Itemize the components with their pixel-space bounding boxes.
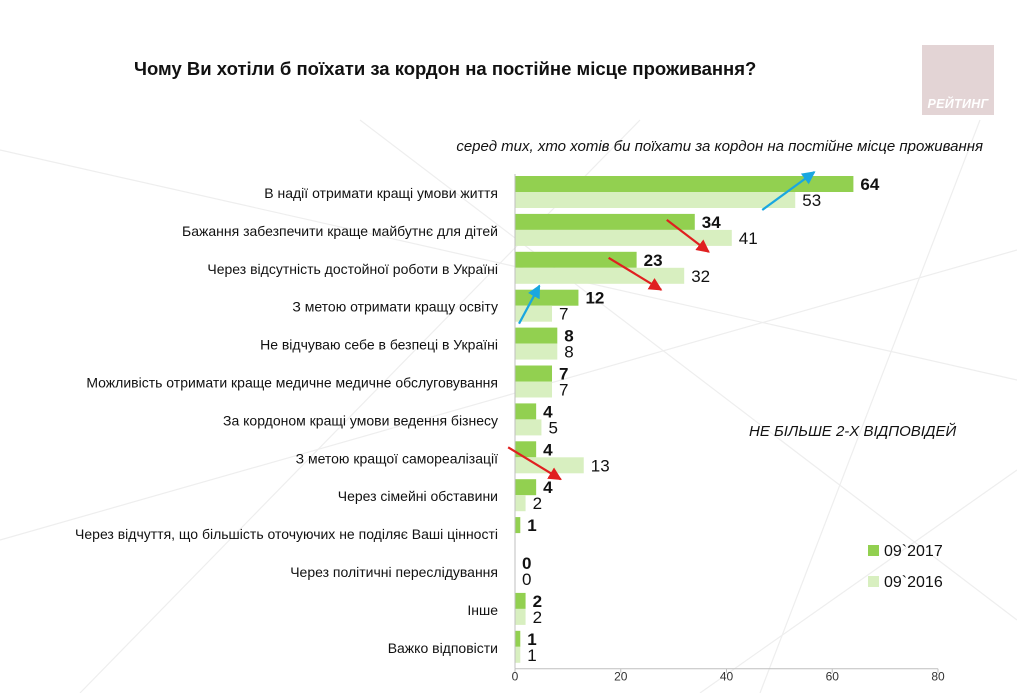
bar-2017: [515, 251, 637, 268]
bar-2016: [515, 495, 526, 512]
bar-2017: [515, 365, 553, 382]
bar-2017: [515, 592, 526, 609]
value-label-2016: 7: [559, 381, 568, 400]
value-label-2016: 8: [564, 343, 573, 362]
value-label-2016: 5: [548, 418, 557, 437]
brand-logo: РЕЙТИНГ: [922, 45, 994, 115]
bar-2016: [515, 192, 796, 208]
bar-2016: [515, 457, 584, 474]
x-tick-label: 40: [720, 670, 734, 684]
bar-2017: [515, 176, 854, 192]
value-label-2017: 8: [564, 327, 573, 346]
category-label: Через відсутність достойної роботи в Укр…: [207, 261, 498, 277]
value-label-2017: 34: [702, 213, 721, 232]
category-label: З метою кращої самореалізації: [296, 450, 499, 466]
value-label-2016: 1: [527, 646, 536, 665]
bar-2016: [515, 267, 685, 284]
category-label: Інше: [467, 602, 498, 618]
bar-2017: [515, 403, 537, 420]
category-label: Важко відповісти: [388, 640, 498, 656]
bar-2016: [515, 419, 542, 436]
bar-2017: [515, 441, 537, 458]
category-label: Не відчуваю себе в безпеці в Україні: [260, 337, 498, 353]
value-label-2016: 41: [739, 229, 758, 248]
value-label-2017: 2: [533, 592, 542, 611]
category-label: Можливість отримати краще медичне медичн…: [86, 375, 498, 391]
trend-up-arrow: [761, 171, 816, 211]
value-label-2017: 1: [527, 630, 536, 649]
answer-limit-note: НЕ БІЛЬШЕ 2-Х ВІДПОВІДЕЙ: [749, 423, 957, 440]
bar-2017: [515, 289, 579, 306]
category-label: З метою отримати кращу освіту: [292, 299, 498, 315]
category-label: Через сімейні обставини: [338, 488, 498, 504]
value-label-2016: 32: [691, 267, 710, 286]
legend-item-2017-swatch: [868, 545, 879, 556]
chart-title: Чому Ви хотіли б поїхати за кордон на по…: [134, 58, 757, 79]
value-label-2016: 13: [591, 456, 610, 475]
trend-down-arrow: [507, 446, 562, 481]
value-label-2017: 7: [559, 365, 568, 384]
x-tick-label: 80: [931, 670, 945, 684]
x-tick-label: 20: [614, 670, 628, 684]
value-label-2017: 23: [644, 251, 663, 270]
bar-2017: [515, 213, 695, 230]
legend-item-2016-label: 09`2016: [884, 574, 943, 591]
value-label-2017: 4: [543, 478, 553, 497]
value-label-2017: 4: [543, 440, 553, 459]
logo-text: РЕЙТИНГ: [927, 97, 989, 111]
category-label: Бажання забезпечити краще майбутнє для д…: [182, 223, 498, 239]
bar-2016: [515, 229, 732, 246]
chart-subtitle: серед тих, хто хотів би поїхати за кордо…: [456, 138, 983, 155]
bar-2017: [515, 517, 521, 534]
value-label-2017: 0: [522, 554, 531, 573]
value-label-2016: 7: [559, 305, 568, 324]
category-label: В надії отримати кращі умови життя: [264, 185, 498, 201]
bar-2017: [515, 327, 558, 344]
legend-item-2017-label: 09`2017: [884, 543, 943, 560]
bar-2017: [515, 630, 521, 647]
bar-2016: [515, 305, 553, 322]
x-tick-label: 0: [512, 670, 519, 684]
category-label: Через політичні переслідування: [290, 564, 498, 580]
bar-2016: [515, 381, 553, 398]
bar-2017: [515, 479, 537, 496]
legend-item-2016-swatch: [868, 576, 879, 587]
category-label: Через відчуття, що більшість оточуючих н…: [75, 526, 498, 542]
value-label-2017: 1: [527, 516, 536, 535]
value-label-2017: 4: [543, 402, 553, 421]
bar-2016: [515, 608, 526, 625]
bar-2016: [515, 343, 558, 360]
value-label-2017: 64: [860, 175, 879, 194]
value-label-2016: 2: [533, 608, 542, 627]
category-label: За кордоном кращі умови ведення бізнесу: [223, 412, 498, 428]
trend-down-arrow: [666, 219, 710, 253]
trend-down-arrow: [608, 256, 663, 291]
bar-2016: [515, 646, 521, 663]
value-label-2016: 53: [802, 191, 821, 210]
trend-up-arrow: [518, 284, 541, 325]
value-label-2017: 12: [585, 289, 604, 308]
value-label-2016: 0: [522, 570, 531, 589]
value-label-2016: 2: [533, 494, 542, 513]
x-tick-label: 60: [826, 670, 840, 684]
